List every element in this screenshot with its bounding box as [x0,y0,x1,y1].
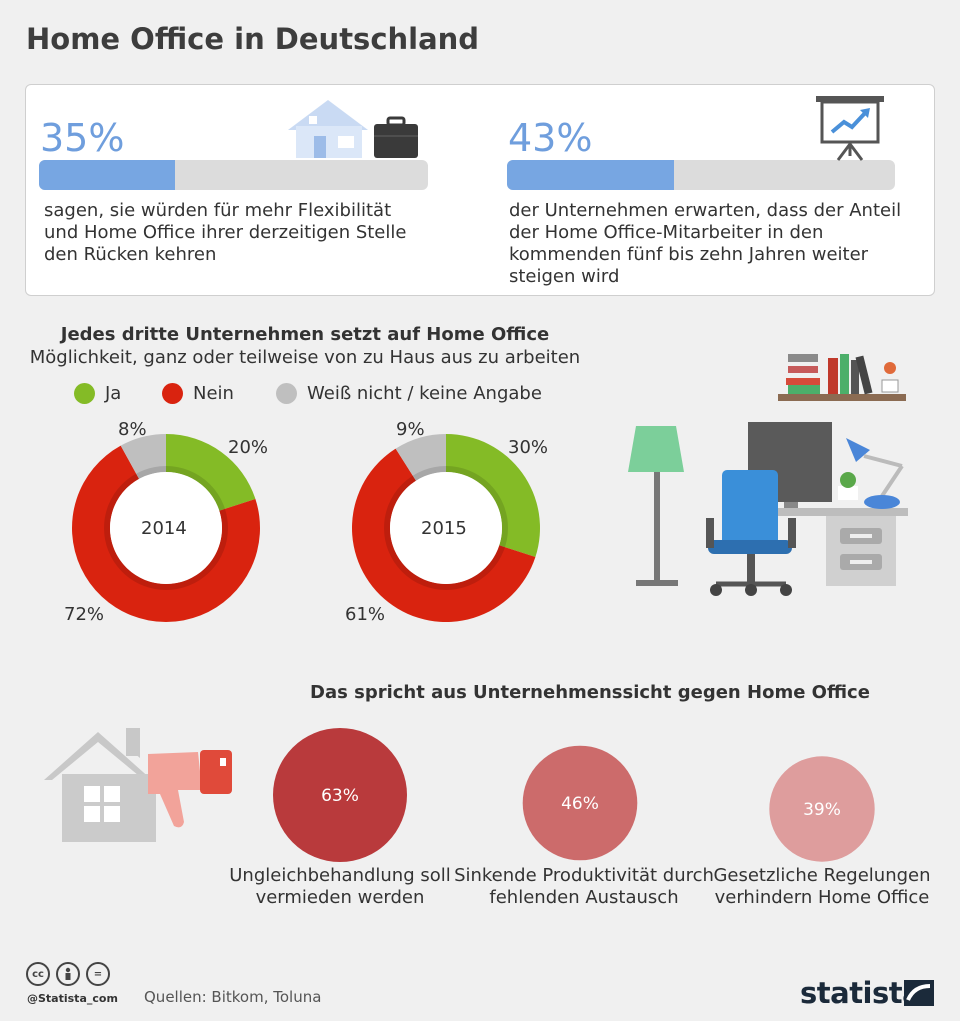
stat-1-bar-fill [39,160,176,190]
legend-swatch-weiss-nicht [276,382,297,404]
house-briefcase-icon [284,96,424,166]
donut-2014-year: 2014 [141,518,187,539]
reasons-bubbles: 63% 46% 39% [273,728,875,862]
donut-2015-unknown-label: 9% [396,419,425,440]
reason-2-bubble [522,745,638,861]
reason-2-value: 46% [561,794,599,814]
statista-wordmark: statista [800,976,922,1010]
reasons-bubble-group: 63% 46% 39% [273,728,875,862]
legend-label-nein: Nein [193,382,234,404]
legend-item-ja: Ja [74,380,121,406]
donut-2014-hole [110,472,222,584]
home-office-desk-illustration [620,346,920,610]
donut-2014 [71,434,260,622]
donut-2015-slice-ja [446,434,540,558]
stat-2-bar-fill [507,160,674,190]
stat-1-text: sagen, sie würden für mehr Flexibilität … [44,200,407,265]
legend-swatch-nein [162,382,183,404]
reason-2-label: Sinkende Produktivität durch fehlenden A… [454,865,714,908]
house-thumbs-down-icon [44,718,244,852]
page-title: Home Office in Deutschland [26,22,480,56]
statista-handle: @Statista_com [27,992,118,1005]
reasons-section-heading: Das spricht aus Unternehmenssicht gegen … [310,682,870,703]
donut-2015-inner-shade [384,466,508,590]
reason-3-value: 39% [803,800,841,820]
donut-2015 [351,434,540,623]
by-person-icon [56,962,80,986]
reason-3-label: Gesetzliche Regelungen verhindern Home O… [713,865,931,908]
stat-1-bar [39,160,428,190]
donut-2015-nein-label: 61% [345,604,386,625]
donut-charts [71,434,540,623]
legend-item-nein: Nein [162,380,234,406]
cc-license-icons: cc = [26,962,110,986]
reason-3-bubble [769,756,875,862]
reason-1-label: Ungleichbehandlung soll vermieden werden [229,865,451,908]
donut-2015-hole [390,472,502,584]
stat-1-value: 35% [40,116,125,160]
nd-equals-icon: = [86,962,110,986]
legend-item-weiss-nicht: Weiß nicht / keine Angabe [276,380,542,406]
reason-1-bubble [273,728,407,862]
donut-2015-ja-label: 30% [508,437,549,458]
donut-2015-slice-unknown [395,434,446,481]
donut-2014-unknown-label: 8% [118,419,147,440]
legend-label-ja: Ja [105,382,122,404]
donut-2014-slice-unknown [120,434,166,479]
legend-label-weiss-nicht: Weiß nicht / keine Angabe [307,382,542,404]
donut-2014-nein-label: 72% [64,604,105,625]
donut-2015-slice-nein [351,448,536,623]
stat-2-text: der Unternehmen erwarten, dass der Antei… [509,200,902,287]
donut-2015-year: 2015 [421,518,467,539]
presentation-chart-icon [814,94,886,166]
donut-2014-slice-ja [166,434,256,511]
legend-swatch-ja [74,382,95,404]
source-note: Quellen: Bitkom, Toluna [144,988,322,1006]
donut-2014-inner-shade [104,466,228,590]
donut-2014-ja-label: 20% [228,437,269,458]
statista-logo[interactable]: statista [800,976,922,1010]
statista-logo-mark-icon [904,980,934,1010]
donut-2014-slice-nein [71,445,260,622]
donut-section-heading: Jedes dritte Unternehmen setzt auf Home … [60,324,550,345]
stat-2-value: 43% [508,116,593,160]
cc-icon: cc [26,962,50,986]
stat-panel [25,84,935,296]
donut-section-subheading: Möglichkeit, ganz oder teilweise von zu … [29,347,581,368]
reason-1-value: 63% [321,786,359,806]
stat-2-bar [507,160,895,190]
